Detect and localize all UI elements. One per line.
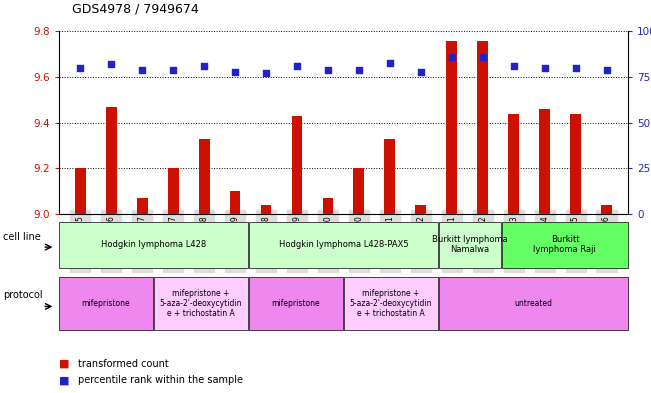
Text: Burkitt lymphoma
Namalwa: Burkitt lymphoma Namalwa bbox=[432, 235, 508, 254]
Bar bbox=[503, 222, 628, 268]
Bar bbox=[154, 277, 248, 331]
Point bbox=[602, 67, 612, 73]
Bar bbox=[199, 139, 210, 214]
Bar bbox=[59, 277, 153, 331]
Bar bbox=[75, 169, 86, 214]
Bar bbox=[477, 40, 488, 214]
Bar bbox=[59, 222, 248, 268]
Bar bbox=[168, 169, 178, 214]
Point bbox=[447, 54, 457, 60]
Point bbox=[168, 67, 178, 73]
Text: mifepristone: mifepristone bbox=[82, 299, 130, 308]
Text: ■: ■ bbox=[59, 358, 73, 369]
Point bbox=[540, 65, 550, 71]
Bar bbox=[322, 198, 333, 214]
Point bbox=[353, 67, 364, 73]
Text: untreated: untreated bbox=[514, 299, 552, 308]
Bar bbox=[137, 198, 148, 214]
Text: Burkitt
lymphoma Raji: Burkitt lymphoma Raji bbox=[533, 235, 596, 254]
Point bbox=[137, 67, 147, 73]
Point bbox=[106, 61, 117, 68]
Bar bbox=[106, 107, 117, 214]
Bar bbox=[344, 277, 437, 331]
Point bbox=[261, 70, 271, 77]
Point bbox=[508, 63, 519, 69]
Point bbox=[385, 59, 395, 66]
Point bbox=[323, 67, 333, 73]
Bar bbox=[249, 222, 437, 268]
Text: protocol: protocol bbox=[3, 290, 43, 300]
Bar bbox=[508, 114, 519, 214]
Point bbox=[199, 63, 210, 69]
Bar bbox=[249, 277, 343, 331]
Text: ■: ■ bbox=[59, 375, 73, 386]
Bar bbox=[439, 222, 501, 268]
Text: Hodgkin lymphoma L428: Hodgkin lymphoma L428 bbox=[101, 240, 206, 249]
Point bbox=[292, 63, 302, 69]
Text: percentile rank within the sample: percentile rank within the sample bbox=[78, 375, 243, 386]
Text: mifepristone +
5-aza-2'-deoxycytidin
e + trichostatin A: mifepristone + 5-aza-2'-deoxycytidin e +… bbox=[350, 289, 432, 318]
Point bbox=[570, 65, 581, 71]
Point bbox=[415, 68, 426, 75]
Bar bbox=[292, 116, 302, 214]
Text: Hodgkin lymphoma L428-PAX5: Hodgkin lymphoma L428-PAX5 bbox=[279, 240, 408, 249]
Bar bbox=[385, 139, 395, 214]
Bar bbox=[353, 169, 365, 214]
Bar bbox=[539, 109, 550, 214]
Bar bbox=[439, 277, 628, 331]
Bar bbox=[260, 205, 271, 214]
Text: cell line: cell line bbox=[3, 232, 41, 242]
Text: transformed count: transformed count bbox=[78, 358, 169, 369]
Point bbox=[230, 68, 240, 75]
Bar bbox=[447, 40, 457, 214]
Bar bbox=[570, 114, 581, 214]
Text: GDS4978 / 7949674: GDS4978 / 7949674 bbox=[72, 3, 199, 16]
Text: mifepristone +
5-aza-2'-deoxycytidin
e + trichostatin A: mifepristone + 5-aza-2'-deoxycytidin e +… bbox=[159, 289, 242, 318]
Point bbox=[75, 65, 85, 71]
Bar bbox=[601, 205, 612, 214]
Bar bbox=[230, 191, 240, 214]
Point bbox=[477, 54, 488, 60]
Bar bbox=[415, 205, 426, 214]
Text: mifepristone: mifepristone bbox=[271, 299, 320, 308]
